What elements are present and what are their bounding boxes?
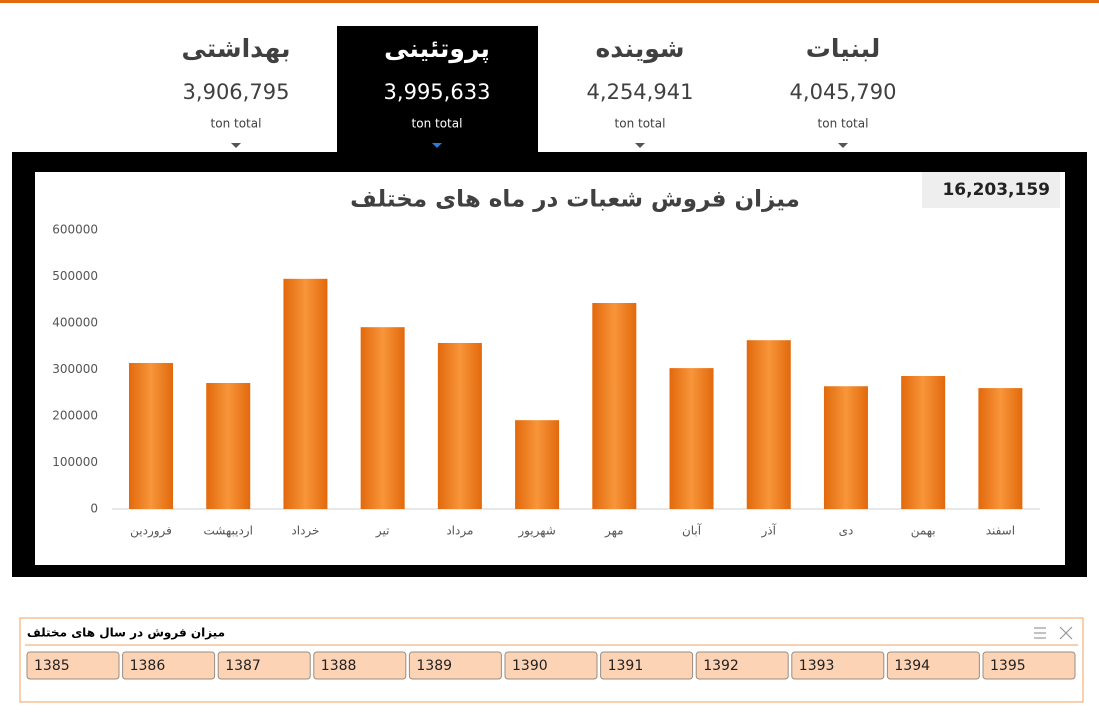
slicer-button-label: 1387 [225, 658, 261, 674]
bar [283, 278, 328, 509]
x-tick-label: مهر [604, 524, 624, 539]
tab-value: 3,906,795 [183, 80, 290, 104]
slicer-button[interactable] [217, 651, 311, 680]
x-tick-label: اسفند [986, 524, 1015, 538]
tab-name: پروتئینی [384, 34, 490, 64]
bar [669, 368, 714, 509]
bar [592, 303, 637, 509]
slicer-button-label: 1394 [894, 658, 930, 674]
tab-unit: ton total [412, 117, 463, 131]
slicer-button[interactable] [695, 651, 789, 680]
chart-title: میزان فروش شعبات در ماه های مختلف [350, 187, 800, 213]
slicer-button-label: 1392 [703, 658, 739, 674]
tab-arrow [432, 143, 442, 148]
y-tick-label: 500000 [52, 269, 98, 283]
slicer-button-label: 1390 [512, 658, 548, 674]
tab-name: بهداشتی [182, 34, 291, 64]
tab-unit: ton total [818, 117, 869, 131]
total-value: 16,203,159 [942, 180, 1050, 200]
x-tick-label: مرداد [446, 524, 473, 539]
bar [746, 340, 791, 509]
tab-unit: ton total [211, 117, 262, 131]
slicer-button-label: 1395 [990, 658, 1026, 674]
x-tick-label: فروردین [130, 524, 172, 539]
x-tick-label: آبان [682, 523, 702, 538]
x-tick-label: خرداد [291, 524, 319, 539]
slicer-button-label: 1386 [130, 658, 166, 674]
bar [206, 382, 251, 509]
slicer-button[interactable] [122, 651, 216, 680]
slicer-button-label: 1393 [799, 658, 835, 674]
y-tick-label: 300000 [52, 362, 98, 376]
tab-name: لبنیات [806, 34, 881, 63]
tab-name: شوینده [595, 34, 684, 64]
slicer-button[interactable] [313, 651, 407, 680]
bar [823, 386, 868, 509]
slicer-button[interactable] [26, 651, 120, 680]
bar [901, 376, 946, 509]
tab-arrow [635, 143, 645, 148]
slicer-button[interactable] [982, 651, 1076, 680]
y-tick-label: 100000 [52, 455, 98, 469]
bar [515, 420, 560, 509]
bar [437, 342, 482, 509]
slicer-button[interactable] [408, 651, 502, 680]
bar [978, 388, 1023, 509]
selected-tab-bg [337, 26, 538, 153]
slicer-button[interactable] [600, 651, 694, 680]
slicer-button[interactable] [504, 651, 598, 680]
slicer-button-label: 1388 [321, 658, 357, 674]
x-tick-label: بهمن [911, 524, 936, 539]
bar [129, 362, 174, 509]
x-tick-label: آذر [760, 523, 776, 539]
x-tick-label: تیر [375, 524, 390, 539]
y-tick-label: 200000 [52, 409, 98, 423]
x-tick-label: شهریور [517, 524, 556, 539]
slicer-button[interactable] [791, 651, 885, 680]
x-tick-label: دی [839, 524, 854, 538]
tab-value: 4,045,790 [790, 80, 897, 104]
y-tick-label: 0 [90, 502, 98, 516]
top-border [0, 0, 1099, 3]
tab-value: 4,254,941 [587, 80, 694, 104]
slicer-button-label: 1385 [34, 658, 70, 674]
slicer-icons[interactable] [1034, 626, 1073, 640]
tab-arrow [231, 143, 241, 148]
slicer-title: میزان فروش در سال های مختلف [27, 626, 225, 641]
y-tick-label: 600000 [52, 223, 98, 237]
tab-value: 3,995,633 [384, 80, 491, 104]
slicer-button[interactable] [886, 651, 980, 680]
tab-unit: ton total [615, 117, 666, 131]
slicer-button-label: 1389 [416, 658, 452, 674]
bar [360, 327, 405, 509]
slicer-button-label: 1391 [608, 658, 644, 674]
total-box [922, 172, 1060, 208]
tab-arrow [838, 143, 848, 148]
y-tick-label: 400000 [52, 316, 98, 330]
x-tick-label: اردیبهشت [203, 524, 252, 539]
